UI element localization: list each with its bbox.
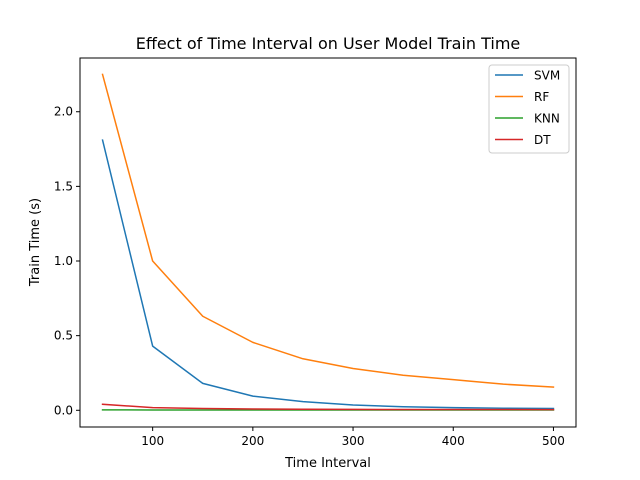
y-tick-label: 2.0 — [54, 105, 73, 119]
x-tick-label: 100 — [141, 434, 164, 448]
legend-label-svm: SVM — [534, 69, 560, 83]
y-tick-label: 0.0 — [54, 403, 73, 417]
x-tick-label: 300 — [342, 434, 365, 448]
y-tick-label: 1.0 — [54, 254, 73, 268]
legend-label-knn: KNN — [534, 112, 560, 126]
series-line-dt — [101, 403, 555, 411]
legend-label-rf: RF — [534, 90, 549, 104]
x-axis: 100 200 300 400 500 — [141, 427, 565, 448]
y-tick-label: 1.5 — [54, 179, 73, 193]
chart-title: Effect of Time Interval on User Model Tr… — [136, 34, 521, 53]
x-tick-label: 500 — [542, 434, 565, 448]
y-axis-label: Train Time (s) — [28, 198, 43, 287]
series-line-rf — [101, 73, 555, 388]
legend: SVM RF KNN DT — [488, 64, 570, 154]
x-tick-label: 400 — [442, 434, 465, 448]
legend-label-dt: DT — [534, 133, 551, 147]
y-tick-label: 0.5 — [54, 329, 73, 343]
plot-area — [79, 57, 577, 428]
y-axis: 0.0 0.5 1.0 1.5 2.0 — [54, 105, 80, 417]
x-axis-label: Time Interval — [284, 456, 371, 471]
series-line-svm — [101, 139, 555, 410]
x-tick-label: 200 — [241, 434, 264, 448]
series-layer — [101, 73, 555, 411]
legend-box — [488, 64, 570, 154]
